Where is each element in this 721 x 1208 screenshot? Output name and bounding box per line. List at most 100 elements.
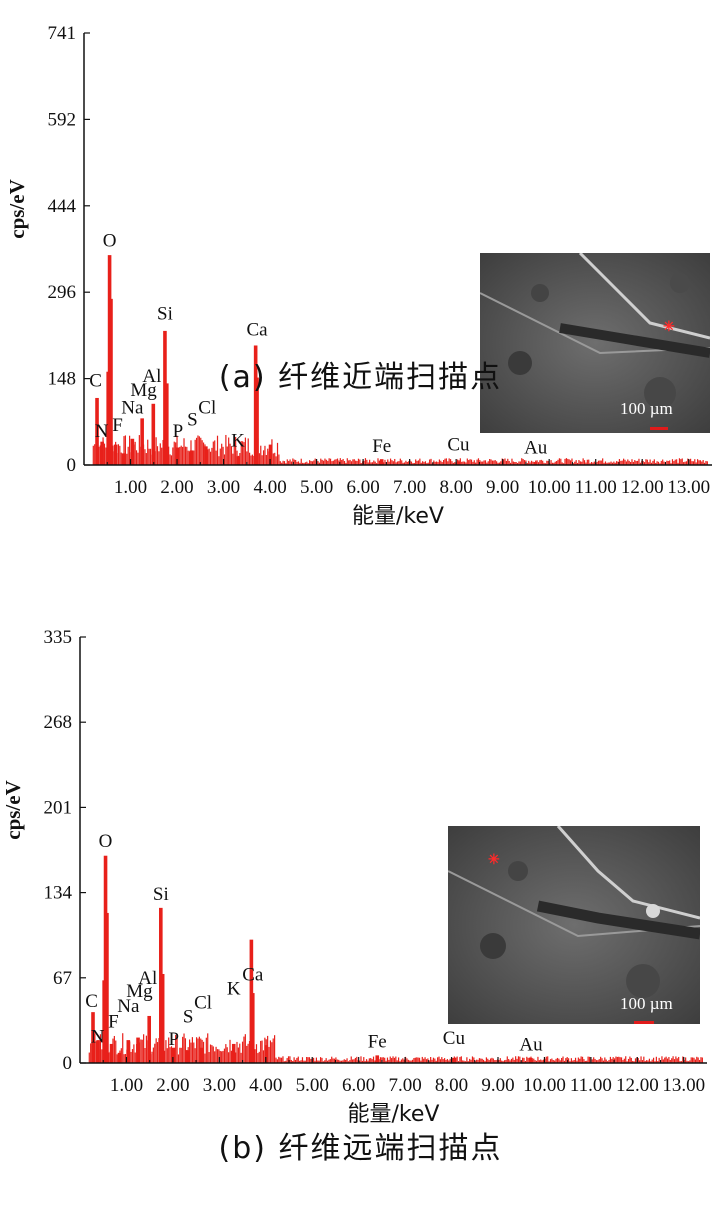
x-axis-title: 能量/keV <box>352 504 444 529</box>
element-label-fe: Fe <box>368 1032 387 1053</box>
y-tick-label: 67 <box>53 968 72 989</box>
element-label-cu: Cu <box>447 434 470 455</box>
spectrum-peak <box>529 1057 533 1063</box>
x-tick-label: 1.00 <box>110 1075 143 1096</box>
spectrum-peak <box>452 1057 456 1063</box>
element-label-al: Al <box>142 366 161 387</box>
spectrum-peak <box>121 453 126 465</box>
spectrum-peak <box>255 377 259 465</box>
spectrum-peak <box>375 1055 380 1063</box>
spectrum-peak <box>533 462 538 465</box>
element-label-si: Si <box>157 303 173 324</box>
y-tick-label: 0 <box>67 455 77 476</box>
x-tick-label: 9.00 <box>486 477 519 498</box>
spectrum-peak <box>117 1052 122 1063</box>
element-label-ca: Ca <box>246 320 268 341</box>
spectrum-peak <box>231 1043 236 1063</box>
x-tick-label: 12.00 <box>616 1075 659 1096</box>
x-tick-label: 10.00 <box>528 477 571 498</box>
spectrum-peak <box>136 1037 140 1063</box>
spectrum-peak <box>147 1015 152 1063</box>
spectrum-peak <box>130 438 135 465</box>
x-tick-label: 8.00 <box>435 1075 468 1096</box>
element-label-cu: Cu <box>443 1028 466 1049</box>
element-label-k: K <box>231 430 245 451</box>
element-label-mg: Mg <box>130 380 157 401</box>
spectrum-peak <box>95 397 99 465</box>
element-label-c: C <box>89 370 102 391</box>
element-label-s: S <box>183 1006 194 1027</box>
spectrum-peak <box>199 1047 204 1063</box>
element-label-f: F <box>112 415 123 436</box>
element-label-s: S <box>187 409 198 430</box>
element-label-n: N <box>95 421 109 442</box>
y-axis-title: cps/eV <box>5 179 29 239</box>
spectrum-peak <box>268 444 273 465</box>
x-axis-title: 能量/keV <box>348 1102 440 1127</box>
x-tick-label: 11.00 <box>570 1075 612 1096</box>
y-tick-label: 444 <box>48 196 77 217</box>
x-tick-label: 13.00 <box>667 477 710 498</box>
panel-b-chart: 0 67 134 201 268 335 1.00 2.00 3.00 4.00 5.00 6.00 7… <box>1 627 707 1127</box>
caption-b: (b) 纤维远端扫描点 <box>218 1131 503 1166</box>
sem-scale-label: 100 µm <box>620 399 673 418</box>
element-label-cl: Cl <box>198 398 216 419</box>
y-tick-label: 201 <box>44 797 73 818</box>
element-label-al: Al <box>138 968 157 989</box>
spectrum-peak <box>91 1012 95 1063</box>
spectrum-peak <box>105 912 109 1063</box>
spectrum-peak <box>96 1040 100 1063</box>
spectrum-peak <box>140 418 144 465</box>
x-tick-label: 6.00 <box>346 477 379 498</box>
scan-point-marker: ✳ <box>663 319 675 335</box>
x-tick-label: 12.00 <box>621 477 664 498</box>
spectrum-peak <box>163 330 167 465</box>
y-tick-label: 148 <box>48 369 77 390</box>
y-tick-label: 296 <box>48 282 77 303</box>
element-label-mg: Mg <box>126 981 153 1002</box>
y-axis-title: cps/eV <box>1 780 25 840</box>
spectrum-peak <box>109 298 113 465</box>
y-tick-label: 592 <box>48 109 77 130</box>
x-tick-label: 9.00 <box>481 1075 514 1096</box>
y-tick-label: 0 <box>63 1053 73 1074</box>
y-tick-label: 335 <box>44 627 73 648</box>
sem-inset-b: ✳ 100 µm <box>448 826 700 1024</box>
x-tick-label: 3.00 <box>207 477 240 498</box>
spectrum-peak <box>165 383 169 465</box>
element-label-ca: Ca <box>242 964 264 985</box>
spectrum-noise <box>88 1033 703 1063</box>
spectrum-peak <box>204 446 208 465</box>
spectrum-peak <box>109 1043 114 1063</box>
spectrum-peak <box>175 447 180 465</box>
x-tick-label: 10.00 <box>523 1075 566 1096</box>
spectrum-noise <box>92 434 708 465</box>
spectrum-peak <box>160 973 165 1063</box>
x-tick-label: 4.00 <box>253 477 286 498</box>
x-tick-label: 2.00 <box>156 1075 189 1096</box>
element-label-au: Au <box>519 1034 543 1055</box>
element-label-k: K <box>227 978 241 999</box>
spectrum-peak <box>113 444 118 465</box>
element-label-n: N <box>91 1027 105 1048</box>
x-tick-label: 5.00 <box>296 1075 329 1096</box>
x-tick-label: 11.00 <box>575 477 617 498</box>
x-tick-label: 6.00 <box>342 1075 375 1096</box>
element-label-o: O <box>103 230 117 251</box>
sem-scale-label: 100 µm <box>620 994 673 1013</box>
spectrum-peak <box>379 459 384 465</box>
spectrum-peak <box>171 1047 176 1063</box>
panel-a-chart: 0 148 296 444 592 741 1.00 2.00 3.00 4.00 5.00 6.00… <box>5 23 712 529</box>
spectrum-peak <box>456 461 461 465</box>
element-label-o: O <box>99 831 113 852</box>
element-label-p: P <box>169 1029 180 1050</box>
spectrum-peak <box>159 907 163 1063</box>
element-label-na: Na <box>121 398 144 419</box>
spectrum-peak <box>264 1045 269 1063</box>
y-tick-label: 134 <box>44 883 73 904</box>
sem-scale-bar <box>634 1021 654 1024</box>
x-tick-label: 3.00 <box>203 1075 236 1096</box>
element-label-na: Na <box>117 996 140 1017</box>
element-label-au: Au <box>524 437 548 458</box>
